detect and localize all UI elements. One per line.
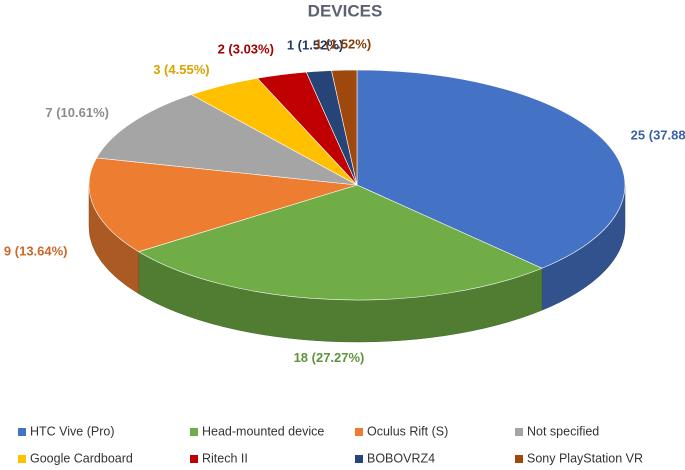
legend-swatch (190, 455, 198, 463)
value-label: 1 (1.52%) (287, 38, 343, 53)
legend-swatch (515, 455, 523, 463)
legend-label: Google Cardboard (30, 451, 133, 465)
value-label: 2 (3.03%) (218, 42, 274, 57)
slice (96, 94, 358, 186)
value-label: 9 (13.64%) (4, 243, 68, 258)
value-label: 7 (10.61%) (45, 105, 109, 120)
value-label: 25 (37.88%) (631, 127, 685, 142)
slice (88, 157, 358, 253)
value-label: 18 (27.27%) (294, 350, 365, 365)
legend-label: Ritech II (202, 451, 248, 465)
legend-label: Not specified (527, 424, 599, 438)
legend-swatch (190, 428, 198, 436)
legend-label: Oculus Rift (S) (367, 424, 448, 438)
chart-title: DEVICES (308, 1, 383, 20)
slice (331, 69, 358, 186)
slice (137, 184, 543, 301)
value-label: 1 (1.52%) (315, 36, 371, 51)
legend-label: BOBOVRZ4 (367, 451, 435, 465)
legend-swatch (355, 428, 363, 436)
legend-label: Head-mounted device (202, 424, 324, 438)
legend-label: HTC Vive (Pro) (30, 424, 115, 438)
legend-label: Sony PlayStation VR (527, 451, 643, 465)
value-label: 3 (4.55%) (153, 62, 209, 77)
legend-swatch (18, 428, 26, 436)
legend-swatch (18, 455, 26, 463)
legend-swatch (355, 455, 363, 463)
slice (356, 69, 626, 269)
legend-swatch (515, 428, 523, 436)
